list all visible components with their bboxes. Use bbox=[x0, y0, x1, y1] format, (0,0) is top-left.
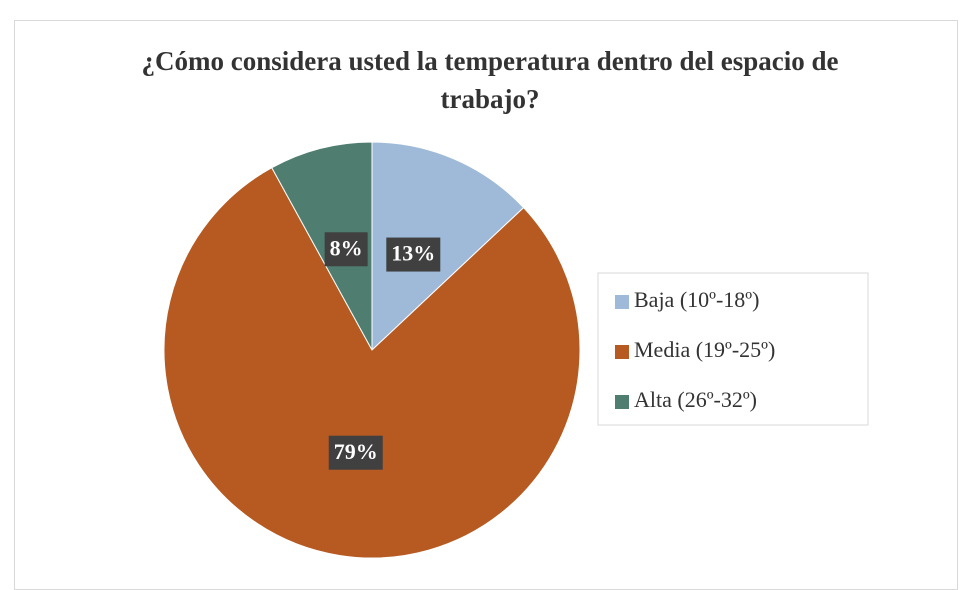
pie-slice bbox=[163, 167, 581, 559]
data-label: 8% bbox=[330, 235, 363, 260]
legend-swatch bbox=[615, 345, 629, 359]
data-label: 13% bbox=[391, 241, 435, 266]
data-label-box bbox=[328, 435, 383, 470]
data-label-box bbox=[324, 232, 368, 267]
legend-label: Alta (26º-32º) bbox=[634, 387, 757, 412]
legend-label: Baja (10º-18º) bbox=[634, 287, 759, 312]
data-label-box bbox=[386, 237, 441, 272]
legend-swatch bbox=[615, 395, 629, 409]
data-label: 79% bbox=[334, 439, 378, 464]
legend-swatch bbox=[615, 295, 629, 309]
chart-title: ¿Cómo considera usted la temperatura den… bbox=[141, 46, 839, 114]
pie-slice bbox=[271, 141, 373, 351]
pie-slice bbox=[371, 141, 525, 352]
legend-label: Media (19º-25º) bbox=[634, 337, 775, 362]
legend-box bbox=[597, 272, 869, 426]
